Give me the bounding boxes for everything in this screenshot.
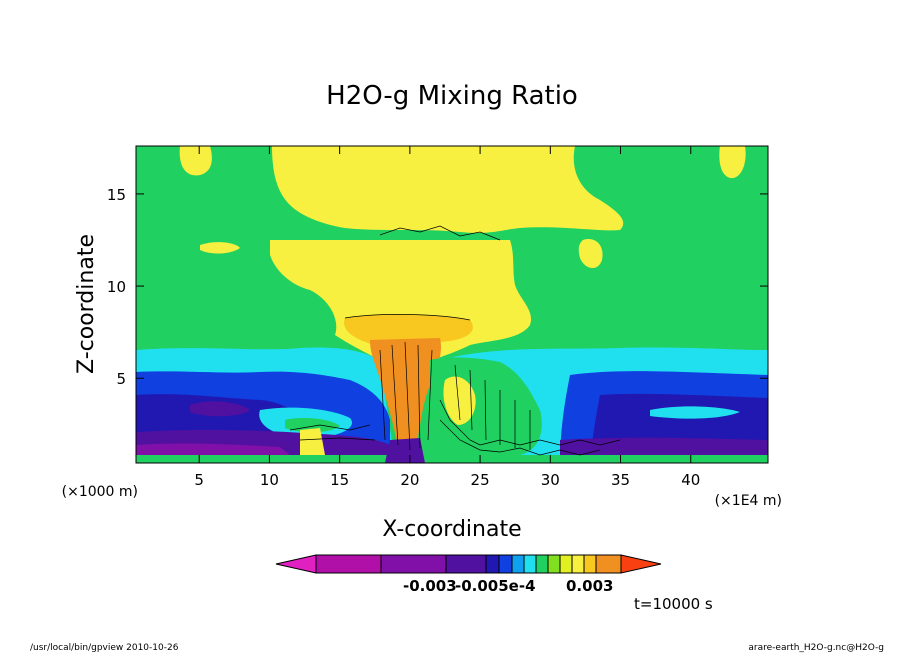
x-tick-label: 40 bbox=[681, 471, 700, 489]
contour-lines bbox=[289, 225, 621, 456]
yellow-patch-mid-left bbox=[200, 242, 240, 254]
green-surface-strip bbox=[136, 455, 768, 463]
x-tick-label: 15 bbox=[330, 471, 349, 489]
purple-surface-core bbox=[385, 438, 425, 463]
x-unit-right: (×1E4 m) bbox=[715, 493, 782, 509]
x-tick-label: 35 bbox=[611, 471, 630, 489]
yellow-cell-right bbox=[443, 376, 476, 425]
colorbar-segment bbox=[498, 554, 513, 574]
colorbar-tick-label-1: -0.003 bbox=[403, 577, 457, 595]
x-tick-label: 20 bbox=[400, 471, 419, 489]
y-tick-label: 15 bbox=[107, 186, 126, 204]
orange-core bbox=[370, 338, 442, 455]
cyan-patch-right bbox=[650, 406, 740, 419]
colorbar-segment bbox=[547, 554, 561, 574]
x-tick-label: 25 bbox=[471, 471, 490, 489]
colorbar-segment bbox=[559, 554, 573, 574]
yellow-cell-left bbox=[300, 428, 325, 455]
y-tick-label: 5 bbox=[116, 370, 126, 388]
colorbar-segment bbox=[583, 554, 597, 574]
colorbar-segment bbox=[571, 554, 585, 574]
colorbar-tick-label-2: -0.005e-4 bbox=[455, 577, 536, 595]
colorbar-tick-label-3: 0.003 bbox=[566, 577, 613, 595]
purple-patch-left bbox=[190, 401, 250, 417]
x-tick-label: 30 bbox=[541, 471, 560, 489]
colorbar-segment bbox=[523, 554, 537, 574]
colorbar-segment bbox=[595, 554, 622, 574]
x-tick-label: 10 bbox=[260, 471, 279, 489]
x-axis: 5 10 15 20 25 30 35 40 bbox=[194, 146, 700, 489]
yellow-patch-right bbox=[578, 239, 603, 269]
colorbar-segment bbox=[620, 554, 662, 574]
y-axis: 5 10 15 bbox=[107, 186, 768, 388]
yellow-anvil-upper bbox=[272, 146, 624, 233]
plot-frame bbox=[135, 145, 769, 464]
y-axis-label: Z-coordinate bbox=[74, 234, 99, 374]
x-unit-left: (×1000 m) bbox=[62, 484, 138, 500]
colorbar-segment bbox=[485, 554, 500, 574]
footer-right: arare-earth_H2O-g.nc@H2O-g bbox=[748, 643, 884, 653]
colorbar-segment bbox=[535, 554, 549, 574]
yellow-patch-top-left bbox=[179, 146, 212, 176]
time-annotation: t=10000 s bbox=[634, 595, 713, 613]
colorbar-segment bbox=[315, 554, 382, 574]
colorbar-segment bbox=[275, 554, 317, 574]
chart-title: H2O-g Mixing Ratio bbox=[326, 81, 578, 111]
x-tick-label: 5 bbox=[194, 471, 204, 489]
x-axis-label: X-coordinate bbox=[382, 517, 521, 542]
y-tick-label: 10 bbox=[107, 278, 126, 296]
colorbar-segment bbox=[511, 554, 525, 574]
colorbar-segment bbox=[445, 554, 487, 574]
footer-left: /usr/local/bin/gpview 2010-10-26 bbox=[30, 643, 179, 653]
colorbar bbox=[275, 554, 662, 574]
plot-area bbox=[136, 146, 768, 463]
yellow-patch-top-right bbox=[719, 146, 746, 179]
colorbar-segment bbox=[380, 554, 447, 574]
